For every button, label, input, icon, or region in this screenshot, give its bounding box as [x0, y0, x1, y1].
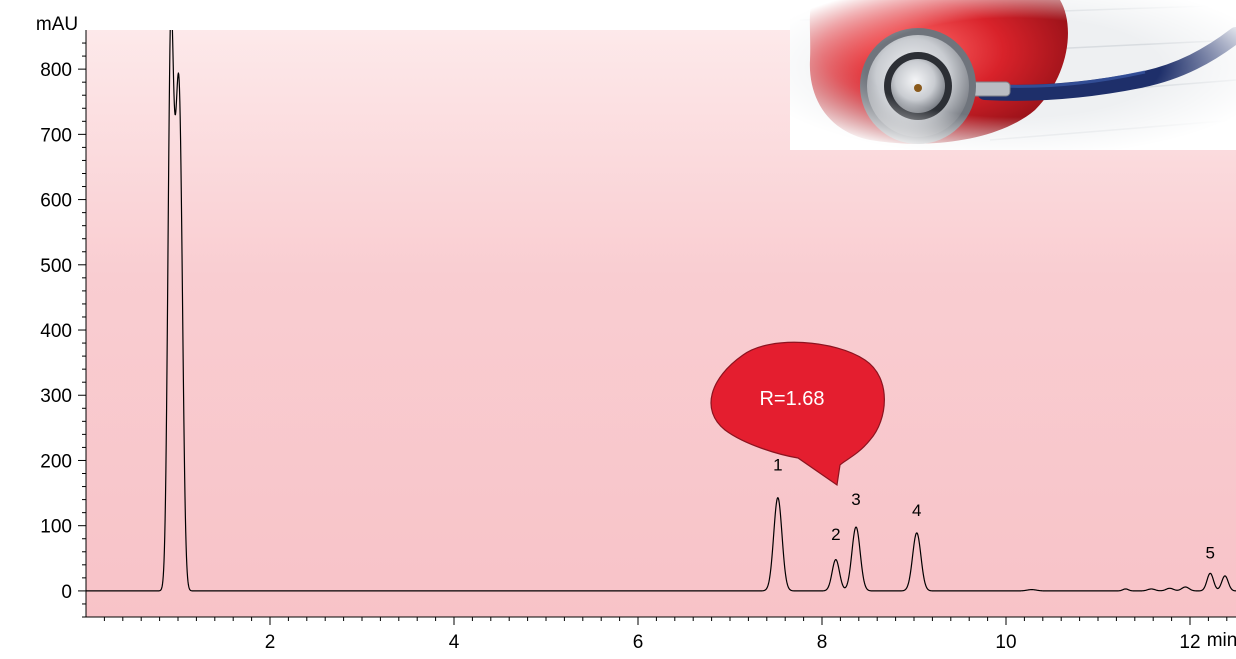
y-tick-label: 700	[40, 125, 72, 146]
y-tick-label: 500	[40, 256, 72, 277]
x-tick-label: 8	[817, 632, 828, 653]
y-tick-label: 800	[40, 60, 72, 81]
chromatogram-trace	[86, 30, 1236, 592]
y-tick-label: 300	[40, 386, 72, 407]
axis-ticks	[78, 42, 1228, 625]
peak-label-3: 3	[851, 490, 860, 509]
y-tick-label: 0	[61, 582, 72, 603]
x-tick-label: 10	[995, 632, 1016, 653]
x-unit-label: min	[1207, 630, 1236, 651]
y-tick-label: 200	[40, 451, 72, 472]
x-tick-label: 4	[449, 632, 460, 653]
x-tick-label: 12	[1179, 632, 1200, 653]
y-tick-label: 400	[40, 321, 72, 342]
y-unit-label: mAU	[36, 14, 78, 35]
stethoscope-on-red-heart-photo	[790, 0, 1236, 150]
peak-label-2: 2	[831, 525, 840, 544]
y-tick-label: 600	[40, 191, 72, 212]
resolution-value: R=1.68	[759, 388, 824, 410]
peak-label-4: 4	[912, 501, 921, 520]
y-tick-label: 100	[40, 517, 72, 538]
peak-label-1: 1	[773, 455, 782, 474]
callout-bubble	[710, 341, 885, 487]
resolution-callout: R=1.68	[710, 341, 885, 487]
x-tick-label: 6	[633, 632, 644, 653]
x-tick-label: 2	[265, 632, 276, 653]
peak-label-5: 5	[1206, 543, 1215, 562]
